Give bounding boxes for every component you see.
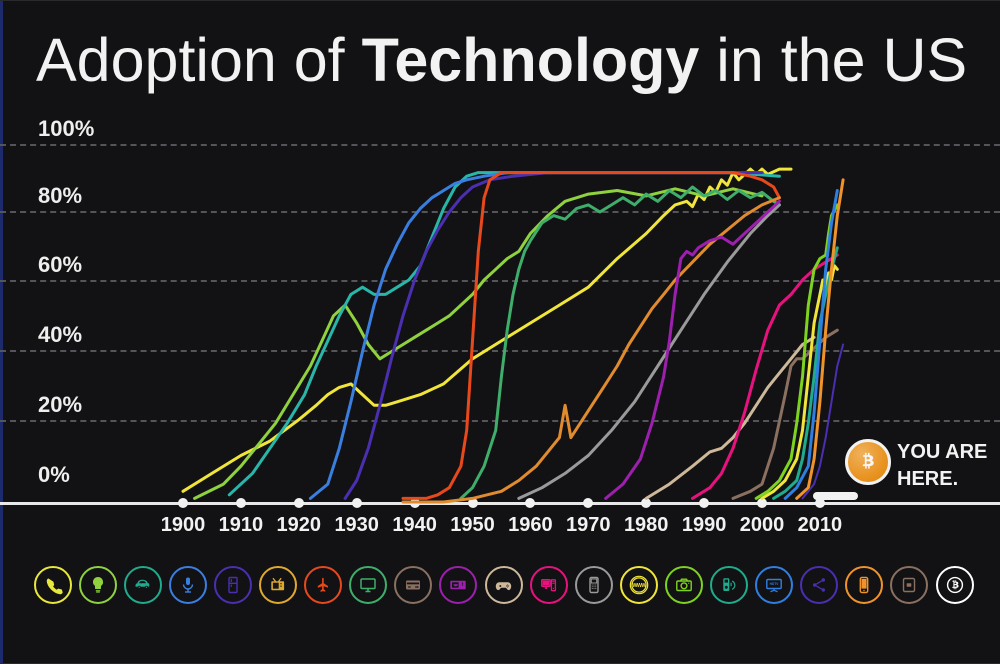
svg-text:WWW: WWW xyxy=(632,583,647,589)
svg-text:HDTV: HDTV xyxy=(770,582,780,586)
